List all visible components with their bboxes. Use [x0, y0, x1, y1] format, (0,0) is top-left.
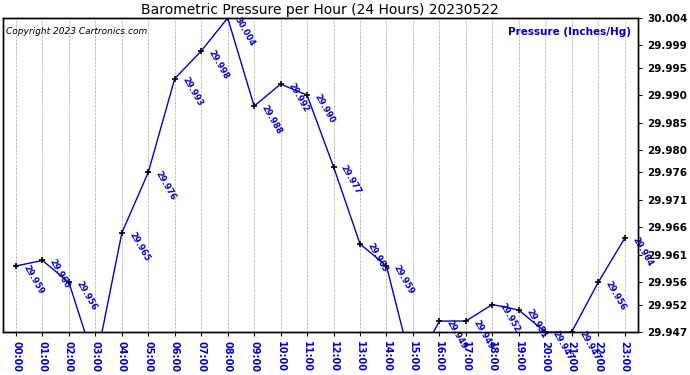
Text: 29.959: 29.959: [392, 263, 416, 296]
Text: 29.947: 29.947: [551, 329, 575, 362]
Text: 29.956: 29.956: [604, 280, 628, 312]
Text: 29.959: 29.959: [21, 263, 46, 296]
Text: 29.940: 29.940: [0, 374, 1, 375]
Title: Barometric Pressure per Hour (24 Hours) 20230522: Barometric Pressure per Hour (24 Hours) …: [141, 3, 499, 17]
Text: 29.964: 29.964: [630, 236, 654, 268]
Text: Pressure (Inches/Hg): Pressure (Inches/Hg): [509, 27, 631, 38]
Text: 29.947: 29.947: [578, 329, 601, 362]
Text: 29.977: 29.977: [339, 164, 363, 196]
Text: 29.988: 29.988: [259, 104, 284, 136]
Text: 29.949: 29.949: [471, 318, 495, 351]
Text: 29.951: 29.951: [524, 307, 549, 340]
Text: 29.998: 29.998: [207, 48, 230, 81]
Text: 29.976: 29.976: [154, 170, 178, 202]
Text: 30.004: 30.004: [233, 15, 257, 48]
Text: 29.992: 29.992: [286, 81, 310, 114]
Text: 29.993: 29.993: [180, 76, 204, 108]
Text: 29.956: 29.956: [75, 280, 99, 312]
Text: 29.990: 29.990: [313, 92, 337, 124]
Text: 29.963: 29.963: [366, 241, 389, 273]
Text: 29.949: 29.949: [445, 318, 469, 351]
Text: 29.952: 29.952: [498, 302, 522, 334]
Text: Copyright 2023 Cartronics.com: Copyright 2023 Cartronics.com: [6, 27, 147, 36]
Text: 29.941: 29.941: [0, 374, 1, 375]
Text: 29.960: 29.960: [48, 258, 72, 290]
Text: 29.965: 29.965: [128, 230, 151, 262]
